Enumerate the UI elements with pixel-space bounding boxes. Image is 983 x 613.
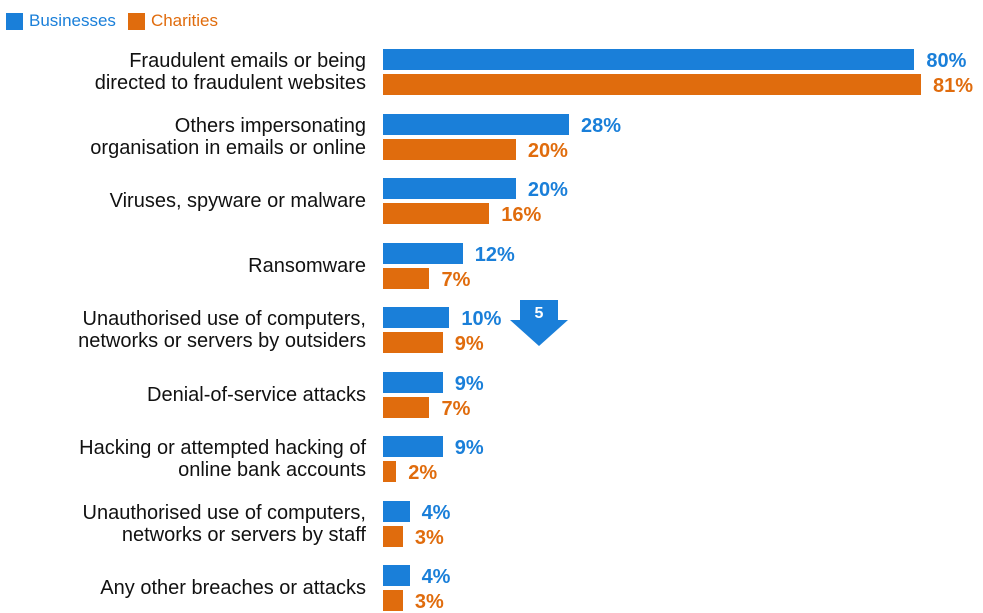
data-label-charities: 3%: [414, 526, 444, 549]
category-label: Denial-of-service attacks: [147, 383, 366, 406]
legend-label-charities: Charities: [150, 11, 219, 30]
data-label-businesses: 20%: [527, 179, 568, 201]
category-label: Fraudulent emails or being directed to f…: [94, 50, 366, 94]
bar-charities: [383, 525, 403, 547]
bar-charities: [383, 138, 516, 160]
bar-businesses: [383, 371, 443, 393]
data-label-charities: 9%: [454, 333, 484, 355]
category-label: Ransomware: [248, 254, 366, 277]
legend-label-businesses: Businesses: [29, 11, 116, 30]
data-label-businesses: 80%: [926, 50, 967, 72]
data-label-businesses: 4%: [421, 501, 451, 524]
bar-charities: [383, 74, 921, 95]
legend-swatch-businesses: [6, 12, 23, 30]
down-arrow-icon: [510, 300, 568, 346]
category-label: Others impersonating organisation in ema…: [90, 114, 366, 159]
bar-charities: [383, 203, 490, 224]
data-label-businesses: 28%: [580, 114, 621, 137]
data-label-charities: 7%: [441, 397, 471, 420]
bar-charities: [383, 590, 403, 611]
bar-charities: [383, 461, 397, 482]
bar-businesses: [383, 49, 915, 70]
data-label-charities: 7%: [441, 268, 471, 291]
bar-businesses: [383, 500, 410, 522]
data-label-charities: 81%: [933, 75, 974, 97]
data-label-charities: 2%: [408, 462, 438, 484]
data-label-charities: 3%: [414, 591, 444, 613]
bar-businesses: [383, 178, 516, 199]
bar-charities: [383, 267, 430, 289]
legend-item-businesses: Businesses: [6, 11, 116, 31]
data-label-businesses: 10%: [461, 308, 502, 330]
bar-businesses: [383, 436, 443, 457]
category-label: Hacking or attempted hacking of online b…: [79, 437, 366, 481]
bar-businesses: [383, 242, 463, 264]
legend: Businesses Charities: [6, 11, 230, 31]
bar-businesses: [383, 307, 450, 328]
legend-swatch-charities: [127, 12, 145, 30]
category-label: Any other breaches or attacks: [100, 577, 366, 599]
data-label-businesses: 9%: [454, 372, 484, 395]
data-label-businesses: 12%: [474, 243, 515, 266]
bar-charities: [383, 396, 430, 418]
data-label-charities: 16%: [501, 204, 542, 226]
data-label-businesses: 4%: [421, 566, 451, 588]
legend-item-charities: Charities: [127, 11, 219, 31]
category-label: Unauthorised use of computers, networks …: [78, 308, 366, 352]
bar-businesses: [383, 565, 410, 586]
change-badge-value: 5: [534, 305, 544, 322]
data-label-charities: 20%: [527, 139, 568, 162]
category-label: Unauthorised use of computers, networks …: [82, 501, 367, 546]
data-label-businesses: 9%: [454, 437, 484, 459]
category-label: Viruses, spyware or malware: [109, 190, 366, 212]
bar-charities: [383, 332, 443, 353]
bar-businesses: [383, 113, 569, 135]
down-arrow-shape: [510, 300, 568, 346]
